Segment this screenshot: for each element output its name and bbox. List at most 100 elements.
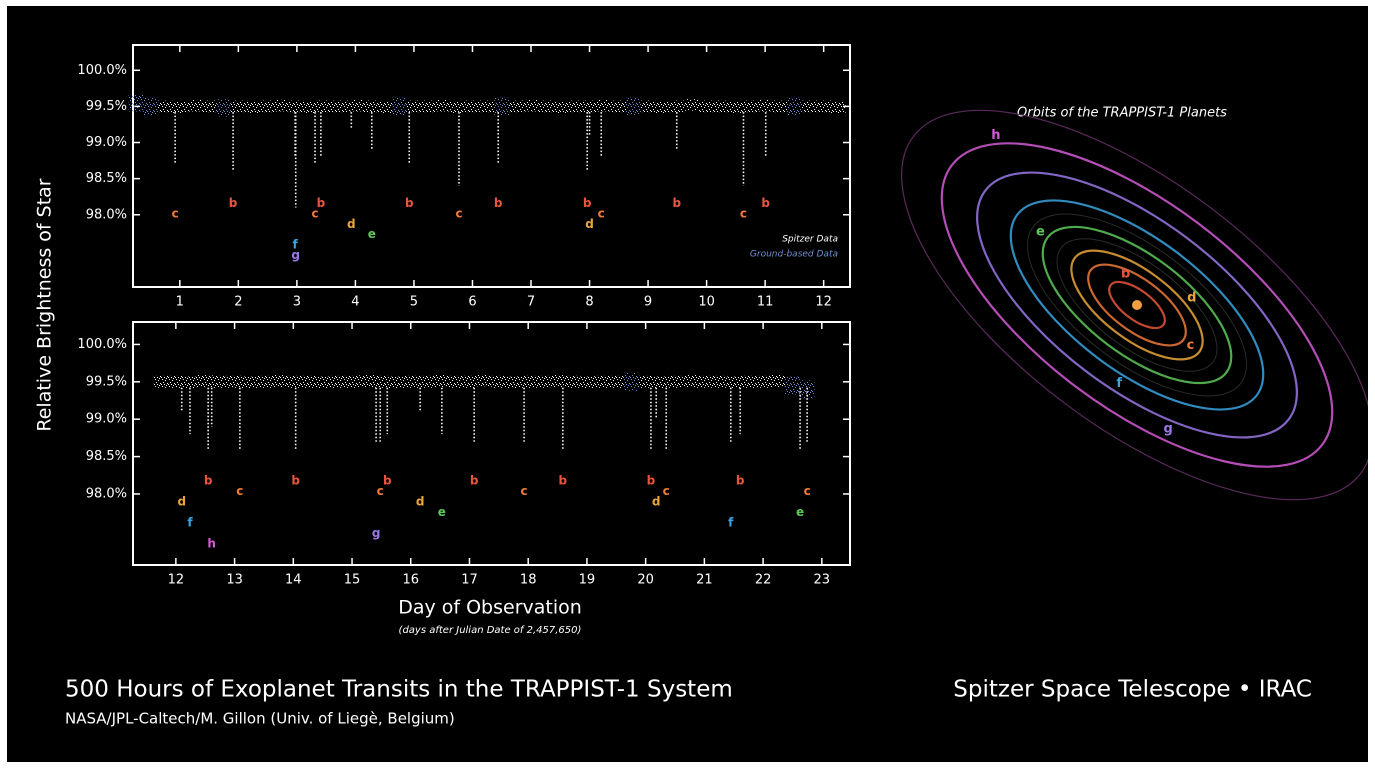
photometry-bin	[568, 101, 583, 113]
transit-label: b	[583, 196, 592, 210]
y-tick-label: 99.5%	[86, 374, 127, 389]
photometry-bin	[536, 376, 551, 388]
transit-label: b	[229, 196, 238, 210]
photometry-bin	[699, 101, 714, 113]
photometry-bin	[682, 375, 697, 387]
star	[1132, 300, 1142, 310]
photometry-bin	[653, 377, 668, 389]
photometry-bin	[257, 376, 272, 388]
photometry-bin	[816, 101, 831, 113]
legend-entry: Spitzer Data	[782, 235, 838, 245]
photometry-bin	[641, 101, 656, 113]
photometry-bin	[538, 101, 553, 113]
transit-label: b	[647, 474, 656, 488]
photometry-bin	[451, 101, 466, 113]
y-axis-label: Relative Brightness of Star	[34, 178, 56, 431]
x-tick-label: 12	[168, 573, 185, 588]
photometry-bin	[550, 375, 565, 387]
photometry-bin	[363, 101, 378, 113]
photometry-bin	[741, 376, 756, 388]
photometry-bin	[492, 376, 507, 388]
photometry-bin	[202, 101, 217, 113]
figure-title: 500 Hours of Exoplanet Transits in the T…	[65, 677, 733, 703]
photometry-bin	[198, 375, 213, 387]
transit-label: b	[761, 196, 770, 210]
stage: Relative Brightness of Star Day of Obser…	[7, 6, 1368, 762]
photometry-bin	[260, 101, 275, 113]
x-tick-label: 18	[520, 573, 537, 588]
photometry-bin	[758, 100, 773, 112]
transit-label: d	[416, 495, 425, 509]
photometry-bin	[290, 101, 305, 113]
transit-label: b	[672, 196, 681, 210]
x-tick-label: 17	[461, 573, 478, 588]
photometry-bin	[477, 374, 492, 386]
page: { "title": "500 Hours of Exoplanet Trans…	[0, 0, 1375, 769]
x-tick-label: 16	[402, 573, 419, 588]
y-tick-label: 99.5%	[86, 99, 127, 114]
x-tick-label: 22	[755, 573, 772, 588]
x-axis-note: (days after Julian Date of 2,457,650)	[399, 625, 582, 636]
photometry-bin	[465, 101, 480, 113]
y-tick-label: 99.0%	[86, 412, 127, 427]
transit-label: b	[494, 196, 503, 210]
photometry-bin	[407, 101, 422, 113]
transit-label: c	[236, 484, 243, 498]
transit-label: b	[204, 474, 213, 488]
x-tick-label: 7	[527, 295, 535, 310]
photometry-bin	[392, 98, 407, 115]
photometry-bin	[275, 100, 290, 112]
photometry-bin	[509, 101, 524, 113]
x-tick-label: 11	[757, 295, 774, 310]
transit-label: f	[728, 515, 734, 529]
photometry-bin	[506, 377, 521, 389]
transit-label: c	[455, 206, 462, 220]
transit-label: h	[207, 536, 216, 550]
y-tick-label: 98.5%	[86, 449, 127, 464]
photometry-bin	[743, 101, 758, 113]
photometry-bin	[565, 376, 580, 388]
transit-label: e	[368, 227, 376, 241]
photometry-bin	[213, 376, 228, 388]
photometry-bin	[436, 100, 451, 112]
transit-label: c	[598, 206, 605, 220]
photometry-bin	[158, 101, 173, 113]
photometry-bin	[183, 377, 198, 389]
orbits-title: Orbits of the TRAPPIST-1 Planets	[1017, 106, 1227, 121]
credit: NASA/JPL-Caltech/M. Gillon (Univ. of Lie…	[65, 710, 455, 728]
photometry-bin	[374, 376, 389, 388]
transit-label: c	[804, 484, 811, 498]
transit-label: d	[585, 217, 594, 231]
photometry-bin	[389, 377, 404, 389]
photometry-bin	[315, 377, 330, 389]
photometry-bin	[333, 101, 348, 113]
legend-entry: Ground-based Data	[750, 250, 838, 260]
photometry-bin	[403, 376, 418, 388]
y-tick-label: 100.0%	[77, 63, 127, 78]
x-tick-label: 2	[234, 295, 242, 310]
transit-label: b	[383, 474, 392, 488]
transit-label: g	[372, 526, 381, 540]
transit-label: e	[796, 505, 804, 519]
photometry-bin	[831, 101, 846, 113]
photometry-bin	[770, 375, 785, 387]
photometry-bin	[580, 377, 595, 389]
y-tick-label: 100.0%	[77, 337, 127, 352]
transit-label: f	[187, 515, 193, 529]
x-tick-label: 9	[644, 295, 652, 310]
photometry-bin	[348, 100, 363, 112]
transit-label: b	[291, 474, 300, 488]
photometry-bin	[624, 373, 639, 391]
photometry-bin	[154, 376, 169, 388]
photometry-bin	[377, 101, 392, 113]
photometry-bin	[359, 375, 374, 387]
photometry-bin	[685, 99, 700, 111]
photometry-bin	[319, 101, 334, 113]
x-axis-label: Day of Observation	[398, 597, 582, 619]
orbit-label: c	[1187, 338, 1195, 353]
transit-label: e	[438, 505, 446, 519]
photometry-bin	[227, 376, 242, 388]
photometry-bin	[242, 377, 257, 389]
photometry-bin	[494, 98, 509, 115]
x-tick-label: 15	[344, 573, 361, 588]
